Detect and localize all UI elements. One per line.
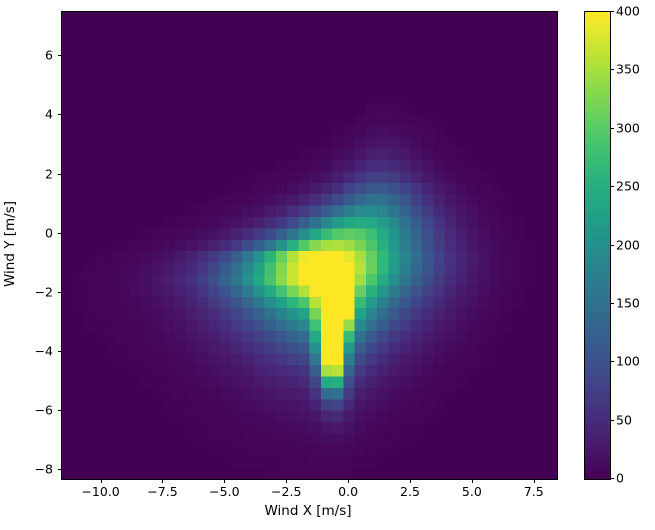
y-tick-label: 6 bbox=[45, 47, 53, 63]
x-tick-label: 0.0 bbox=[338, 484, 359, 499]
colorbar-tick-mark bbox=[610, 11, 614, 12]
y-tick-mark bbox=[57, 55, 61, 57]
colorbar-tick-mark bbox=[610, 302, 614, 304]
x-axis-label: Wind X [m/s] bbox=[264, 503, 352, 519]
colorbar-tick-label: 300 bbox=[616, 120, 640, 136]
colorbar-tick-label: 150 bbox=[616, 295, 640, 311]
colorbar-tick-mark bbox=[610, 478, 614, 479]
y-tick-label: −2 bbox=[34, 284, 53, 300]
y-axis-label: Wind Y [m/s] bbox=[2, 200, 18, 288]
colorbar-tick-mark bbox=[610, 186, 614, 188]
y-tick-label: 0 bbox=[45, 225, 53, 241]
x-tick-label: −5.0 bbox=[209, 484, 240, 499]
colorbar-tick-label: 50 bbox=[616, 412, 632, 428]
y-tick-mark bbox=[57, 173, 61, 175]
colorbar-tick-label: 0 bbox=[616, 470, 624, 486]
x-tick-label: 7.5 bbox=[523, 484, 544, 499]
x-tick-label: 2.5 bbox=[400, 484, 420, 499]
colorbar-tick-label: 200 bbox=[616, 237, 640, 252]
y-tick-label: −8 bbox=[34, 461, 53, 477]
colorbar-tick-label: 250 bbox=[616, 178, 640, 194]
y-tick-mark bbox=[57, 232, 61, 234]
x-tick-mark bbox=[286, 479, 288, 483]
x-tick-mark bbox=[533, 479, 535, 483]
x-tick-mark bbox=[409, 479, 411, 483]
colorbar-tick-mark bbox=[610, 244, 614, 246]
x-tick-mark bbox=[348, 479, 350, 483]
colorbar bbox=[584, 11, 611, 480]
x-tick-label: −2.5 bbox=[271, 484, 302, 499]
colorbar-tick-label: 400 bbox=[616, 3, 640, 19]
colorbar-tick-mark bbox=[610, 361, 614, 363]
y-tick-label: −4 bbox=[34, 343, 53, 359]
x-tick-label: −7.5 bbox=[147, 484, 178, 499]
colorbar-gradient bbox=[585, 12, 610, 479]
y-tick-mark bbox=[57, 291, 61, 293]
x-tick-mark bbox=[471, 479, 473, 483]
y-tick-label: −6 bbox=[34, 402, 53, 418]
colorbar-tick-label: 350 bbox=[616, 61, 640, 77]
colorbar-tick-mark bbox=[610, 419, 614, 421]
colorbar-tick-label: 100 bbox=[616, 353, 640, 369]
x-tick-label: −10.0 bbox=[81, 484, 120, 499]
y-tick-mark bbox=[57, 350, 61, 352]
y-tick-mark bbox=[57, 114, 61, 116]
x-tick-label: 5.0 bbox=[461, 484, 482, 499]
x-tick-mark bbox=[100, 479, 102, 483]
y-tick-mark bbox=[57, 410, 61, 412]
y-tick-mark bbox=[57, 469, 61, 471]
y-tick-label: 4 bbox=[45, 106, 53, 122]
y-tick-label: 2 bbox=[45, 166, 53, 182]
heatmap-axes bbox=[61, 11, 558, 480]
heatmap-image bbox=[62, 12, 557, 479]
x-tick-mark bbox=[224, 479, 226, 483]
x-tick-mark bbox=[162, 479, 164, 483]
colorbar-tick-mark bbox=[610, 127, 614, 129]
colorbar-tick-mark bbox=[610, 69, 614, 71]
